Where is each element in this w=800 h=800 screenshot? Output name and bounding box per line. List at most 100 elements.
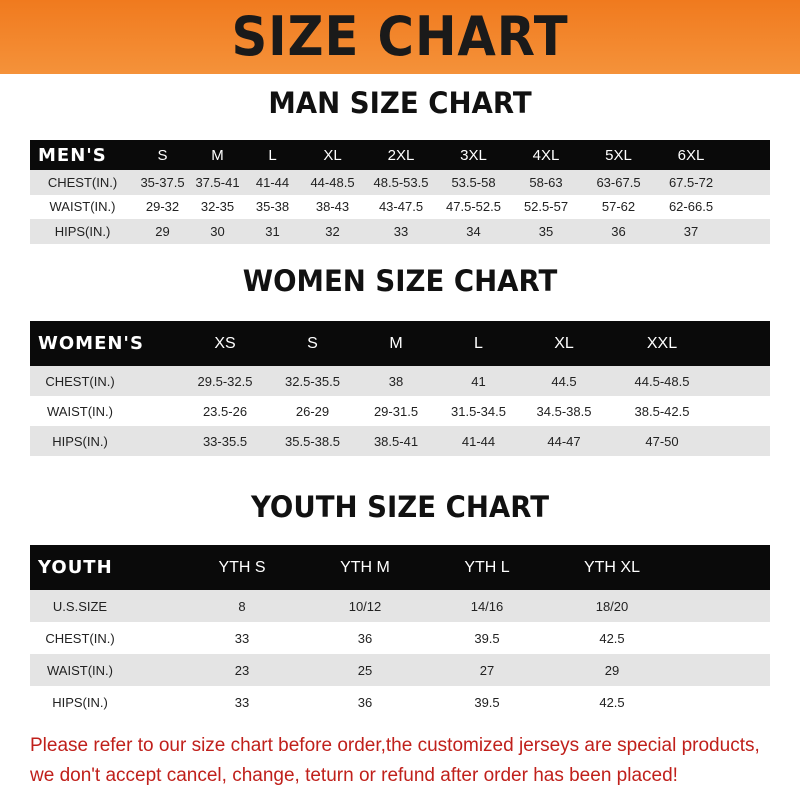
- size-header: 4XL: [532, 146, 560, 164]
- table-row: CHEST(IN.) 35-37.5 37.5-41 41-44 44-48.5 48.5…: [30, 170, 770, 195]
- table-cell: 29-32: [145, 199, 180, 215]
- notice-line-2: we don't accept cancel, change, teturn o…: [30, 765, 678, 786]
- table-cell: 44-47: [547, 433, 581, 449]
- table-cell: 18/20: [595, 598, 629, 614]
- size-header: M: [389, 334, 403, 352]
- size-header: YTH M: [340, 558, 390, 576]
- row-label: WAIST(IN.): [49, 199, 116, 215]
- table-cell: 29: [155, 223, 170, 239]
- table-cell: 38: [388, 373, 404, 389]
- table-cell: 34: [466, 223, 481, 239]
- notice-line-1: Please refer to our size chart before or…: [30, 735, 760, 756]
- row-label: HIPS(IN.): [52, 694, 108, 710]
- table-cell: 35: [538, 223, 554, 239]
- table-cell: 39.5: [474, 630, 500, 646]
- size-header: YTH S: [218, 558, 266, 576]
- table-cell: 58-63: [529, 174, 563, 190]
- table-cell: 34.5-38.5: [536, 403, 592, 419]
- table-cell: 41: [471, 373, 486, 389]
- table-cell: 36: [357, 630, 373, 646]
- table-cell: 44-48.5: [310, 174, 355, 190]
- table-row: HIPS(IN.) 33 36 39.5 42.5: [30, 686, 770, 718]
- table-cell: 23.5-26: [202, 403, 248, 419]
- size-header: XS: [214, 334, 236, 352]
- table-cell: 32.5-35.5: [285, 373, 340, 389]
- table-cell: 32-35: [200, 199, 235, 215]
- table-row: WAIST(IN.) 23 25 27 29: [30, 654, 770, 686]
- table-cell: 35-38: [255, 199, 290, 215]
- table-cell: 63-67.5: [596, 174, 641, 190]
- table-row: WAIST(IN.) 23.5-26 26-29 29-31.5 31.5-34.5 34…: [30, 396, 770, 426]
- table-cell: 8: [238, 598, 246, 614]
- table-cell: 33: [234, 694, 250, 710]
- size-header: S: [157, 146, 168, 164]
- table-cell: 33-35.5: [202, 433, 248, 449]
- size-header: L: [268, 146, 277, 164]
- table-cell: 36: [357, 694, 373, 710]
- table-cell: 29-31.5: [373, 403, 419, 419]
- table-cell: 36: [611, 223, 626, 239]
- table-row: CHEST(IN.) 33 36 39.5 42.5: [30, 622, 770, 654]
- size-header: XXL: [646, 334, 678, 352]
- table-row: CHEST(IN.) 29.5-32.5 32.5-35.5 38 41 44.5 44.5…: [30, 366, 770, 396]
- table-cell: 32: [325, 223, 340, 239]
- table-row: HIPS(IN.) 29 30 31 32 33 34 35 36 37: [30, 219, 770, 244]
- table-cell: 38-43: [315, 199, 350, 215]
- women-size-table: WOMEN'S XS S M L XL XXL CHEST(IN.) 29.5-32.5 32.5…: [30, 321, 770, 456]
- youth-size-table: YOUTH YTH S YTH M YTH L YTH XL U.S.SIZE 8 10/12…: [30, 545, 770, 718]
- table-cell: 35.5-38.5: [285, 433, 340, 449]
- table-cell: 14/16: [470, 598, 504, 614]
- table-cell: 10/12: [348, 598, 382, 614]
- header-label: YOUTH: [38, 557, 113, 578]
- men-section-title: MAN SIZE CHART: [268, 86, 532, 120]
- row-label: U.S.SIZE: [52, 598, 108, 614]
- table-cell: 31: [265, 223, 280, 239]
- men-size-table: MEN'S S M L XL 2XL 3XL 4XL 5XL 6XL CHEST(IN.) 35-37…: [30, 140, 770, 244]
- header-label: WOMEN'S: [38, 333, 144, 354]
- women-section-title: WOMEN SIZE CHART: [242, 264, 558, 298]
- table-cell: 57-62: [601, 199, 636, 215]
- size-header: YTH L: [464, 558, 510, 576]
- table-cell: 44.5-48.5: [634, 373, 690, 389]
- size-header: S: [307, 334, 318, 352]
- youth-section-title: YOUTH SIZE CHART: [250, 490, 550, 524]
- row-label: CHEST(IN.): [45, 630, 115, 646]
- table-cell: 38.5-41: [373, 433, 419, 449]
- header-label: MEN'S: [38, 144, 107, 166]
- size-header: M: [211, 146, 224, 164]
- table-cell: 41-44: [461, 433, 496, 449]
- table-cell: 33: [234, 630, 250, 646]
- table-cell: 35-37.5: [140, 174, 185, 190]
- row-label: HIPS(IN.): [52, 433, 108, 449]
- table-cell: 67.5-72: [668, 174, 714, 190]
- page-title: SIZE CHART: [231, 5, 569, 68]
- size-header: XL: [323, 146, 342, 164]
- table-cell: 23: [234, 662, 250, 678]
- table-cell: 53.5-58: [451, 174, 496, 190]
- table-header-row: WOMEN'S XS S M L XL XXL: [30, 321, 770, 366]
- table-cell: 37.5-41: [195, 174, 240, 190]
- title-banner: SIZE CHART: [0, 0, 800, 74]
- table-row: U.S.SIZE 8 10/12 14/16 18/20: [30, 590, 770, 622]
- row-label: CHEST(IN.): [45, 373, 115, 389]
- table-cell: 25: [357, 662, 373, 678]
- table-cell: 52.5-57: [523, 199, 569, 215]
- table-cell: 31.5-34.5: [451, 403, 506, 419]
- table-cell: 33: [393, 223, 409, 239]
- table-header-row: MEN'S S M L XL 2XL 3XL 4XL 5XL 6XL: [30, 140, 770, 170]
- table-cell: 29.5-32.5: [197, 373, 253, 389]
- row-label: HIPS(IN.): [54, 223, 111, 239]
- table-cell: 37: [683, 223, 699, 239]
- table-cell: 29: [604, 662, 620, 678]
- table-cell: 39.5: [474, 694, 500, 710]
- table-cell: 47-50: [645, 433, 679, 449]
- table-cell: 44.5: [551, 373, 577, 389]
- table-cell: 26-29: [295, 403, 330, 419]
- table-cell: 47.5-52.5: [446, 199, 501, 215]
- table-cell: 42.5: [599, 694, 625, 710]
- table-cell: 43-47.5: [378, 199, 424, 215]
- table-cell: 41-44: [255, 174, 290, 190]
- table-cell: 38.5-42.5: [634, 403, 690, 419]
- row-label: WAIST(IN.): [47, 662, 113, 678]
- size-header: L: [474, 334, 483, 352]
